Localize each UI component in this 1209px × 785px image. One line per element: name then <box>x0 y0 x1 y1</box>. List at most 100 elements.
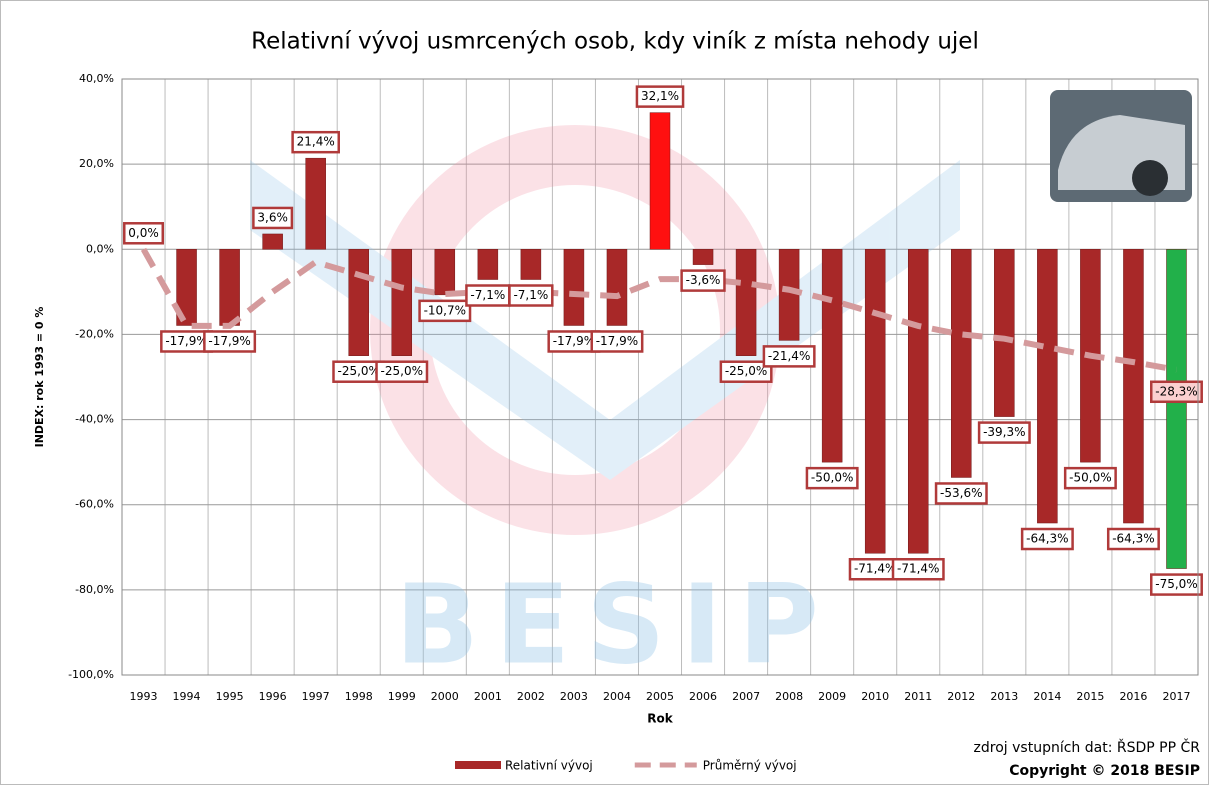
x-tick-label: 2010 <box>861 690 889 703</box>
data-label-box <box>1020 527 1074 551</box>
data-label-text: -17,9% <box>553 334 595 348</box>
data-label-box <box>203 330 257 353</box>
x-tick-label: 2007 <box>732 690 760 703</box>
data-label-box <box>891 557 945 581</box>
bar <box>520 249 542 280</box>
x-tick-label: 2013 <box>990 690 1018 703</box>
data-label-text: -28,3% <box>1155 384 1197 398</box>
x-tick-label: 2005 <box>646 690 674 703</box>
y-tick-label: -20,0% <box>75 327 114 340</box>
legend-label: Průměrný vývoj <box>703 759 797 773</box>
bar <box>305 157 326 250</box>
bar <box>434 249 456 296</box>
bar <box>735 249 757 356</box>
data-label-text: -25,0% <box>381 364 423 378</box>
bar <box>1037 249 1058 524</box>
data-label: -28,3% <box>1150 380 1203 404</box>
data-label: -17,9% <box>590 330 644 353</box>
x-tick-label: 2009 <box>818 690 846 703</box>
y-tick-label: 0,0% <box>86 242 114 255</box>
x-tick-label: 2002 <box>517 690 545 703</box>
x-axis-label: Rok <box>647 712 673 726</box>
bar <box>262 233 283 250</box>
x-tick-label: 2004 <box>603 690 631 703</box>
data-label-box <box>719 360 773 383</box>
data-label: -25,0% <box>719 360 773 383</box>
data-label-text: -25,0% <box>337 364 379 378</box>
data-label-box <box>590 330 644 353</box>
data-label-box <box>418 299 472 323</box>
data-label: -71,4% <box>891 557 945 581</box>
data-label: -17,9% <box>203 330 257 353</box>
data-label: -50,0% <box>805 466 859 490</box>
bar <box>778 249 800 341</box>
y-tick-label: 20,0% <box>79 157 114 170</box>
x-tick-label: 2011 <box>904 690 932 703</box>
legend-swatch <box>455 761 501 769</box>
bar <box>1123 249 1144 524</box>
data-label: -7,1% <box>465 284 511 307</box>
x-tick-label: 2001 <box>474 690 502 703</box>
x-tick-label: 2008 <box>775 690 803 703</box>
y-tick-label: -80,0% <box>75 583 114 596</box>
data-label: -25,0% <box>375 360 429 383</box>
y-tick-label: 40,0% <box>79 72 114 85</box>
x-tick-label: 1995 <box>216 690 244 703</box>
bar <box>692 249 714 265</box>
y-tick-label: -100,0% <box>68 668 114 681</box>
data-label-text: 21,4% <box>297 135 335 149</box>
data-label-text: -17,9% <box>165 334 207 348</box>
data-label-text: -64,3% <box>1112 532 1154 546</box>
x-tick-label: 1999 <box>388 690 416 703</box>
data-label: -75,0% <box>1150 573 1203 596</box>
bar <box>864 249 886 554</box>
data-label-box <box>977 421 1031 444</box>
data-label-box <box>252 206 294 230</box>
bar <box>477 249 499 280</box>
bar <box>219 249 240 326</box>
data-label-box <box>680 269 726 292</box>
bar <box>821 249 843 463</box>
watermark-text: BESIP <box>395 560 835 688</box>
data-label: 32,1% <box>635 85 685 108</box>
bar <box>1166 249 1187 569</box>
data-label-text: -10,7% <box>424 303 466 317</box>
data-label: -53,6% <box>934 482 988 505</box>
data-label-box <box>1106 527 1160 551</box>
source-note: zdroj vstupních dat: ŘSDP PP ČR <box>974 738 1201 756</box>
data-label: -25,0% <box>332 360 386 383</box>
data-label-text: -39,3% <box>983 425 1025 439</box>
y-axis-label: INDEX: rok 1993 = 0 % <box>33 307 46 448</box>
data-label: -21,4% <box>762 345 816 368</box>
data-label-text: -21,4% <box>768 349 810 363</box>
data-label-box <box>508 284 554 307</box>
data-label-box <box>934 482 988 505</box>
bar <box>994 249 1015 417</box>
legend-label: Relativní vývoj <box>505 759 593 773</box>
data-label-box <box>805 466 859 490</box>
data-label: -64,3% <box>1106 527 1160 551</box>
data-label-text: -7,1% <box>513 288 548 302</box>
bar <box>606 249 628 326</box>
x-tick-label: 2017 <box>1162 690 1190 703</box>
x-tick-label: 1994 <box>173 690 201 703</box>
data-label: -64,3% <box>1020 527 1074 551</box>
data-label: 3,6% <box>252 206 294 230</box>
bar <box>348 249 369 356</box>
photo <box>1050 90 1192 202</box>
x-tick-label: 2016 <box>1119 690 1147 703</box>
data-label-text: -71,4% <box>854 562 896 576</box>
x-tick-label: 1993 <box>130 690 158 703</box>
copyright-note: Copyright © 2018 BESIP <box>1009 763 1200 779</box>
data-label-box <box>635 85 685 108</box>
data-label-box <box>375 360 429 383</box>
bar <box>391 249 413 356</box>
x-tick-label: 2014 <box>1033 690 1061 703</box>
x-tick-label: 2015 <box>1076 690 1104 703</box>
x-tick-label: 1997 <box>302 690 330 703</box>
data-label-box <box>1063 466 1117 490</box>
bar <box>563 249 585 326</box>
data-label-text: -71,4% <box>897 562 939 576</box>
data-label-text: -75,0% <box>1155 577 1197 591</box>
